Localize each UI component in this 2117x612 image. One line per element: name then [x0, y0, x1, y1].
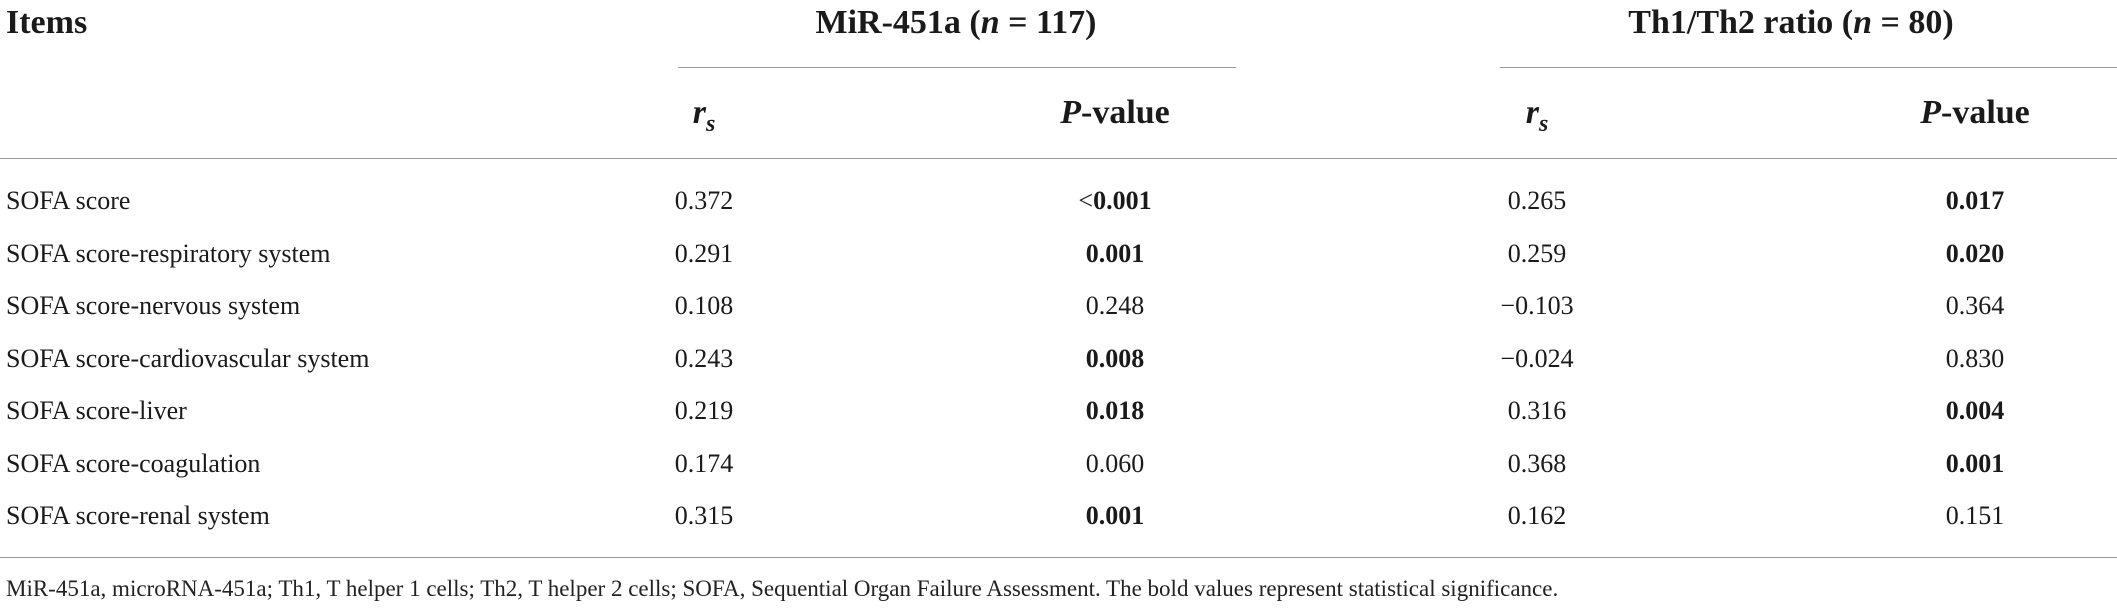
mir451a-rs-value: 0.315 [674, 501, 734, 530]
mir451a-p-value: 0.248 [1086, 291, 1145, 321]
item-label: SOFA score-renal system [6, 501, 270, 530]
p-value-number: 0.001 [1085, 501, 1145, 530]
item-label: SOFA score-cardiovascular system [6, 343, 370, 373]
th1-th2-rs-value: 0.162 [1507, 501, 1567, 530]
th1-th2-p-value: 0.020 [1945, 238, 2005, 268]
mir451a-rs-value: 0.243 [674, 343, 734, 373]
mir451a-p-value: 0.060 [1086, 449, 1145, 479]
item-label: SOFA score-liver [6, 396, 187, 425]
mir451a-rs-value: 0.291 [674, 238, 734, 268]
p-value-number: 0.060 [1085, 448, 1145, 478]
th1-th2-rs-value: −0.024 [1500, 343, 1574, 373]
th1-th2-rs-value: 0.259 [1507, 238, 1567, 268]
th1-th2-group-rule [1500, 67, 2117, 68]
mir451a-p-value: 0.008 [1086, 344, 1145, 374]
p-value-number: 0.001 [1085, 238, 1145, 268]
item-label: SOFA score-respiratory system [6, 238, 331, 268]
th1-th2-p-value: 0.830 [1945, 343, 2005, 373]
th1-th2-p-value: 0.004 [1945, 396, 2005, 425]
th1-th2-p-value: 0.151 [1945, 501, 2005, 530]
p-value-prefix: < [1078, 186, 1094, 215]
p-value-number: 0.248 [1085, 291, 1145, 320]
th1-th2-group-header: Th1/Th2 ratio (n = 80) [1628, 4, 1954, 41]
item-label: SOFA score-coagulation [6, 448, 261, 478]
table-bottom-rule [0, 557, 2117, 558]
mir451a-group-rule [678, 67, 1236, 68]
p-value-number: 0.018 [1085, 396, 1145, 425]
th1-th2-rs-value: 0.368 [1507, 448, 1567, 478]
mir451a-rs-value: 0.219 [674, 396, 734, 425]
th1-th2-p-value: 0.017 [1945, 186, 2005, 215]
mir451a-p-value: 0.001 [1086, 501, 1145, 531]
items-header: Items [6, 4, 88, 41]
p-value-number: 0.008 [1085, 343, 1145, 373]
th1-th2-p-value: 0.364 [1945, 291, 2005, 320]
th1-th2-p-header: P-value [1920, 94, 2030, 131]
p-value-number: 0.001 [1093, 186, 1152, 215]
th1-th2-rs-value: 0.316 [1507, 396, 1567, 425]
table-footnote: MiR-451a, microRNA-451a; Th1, T helper 1… [6, 576, 1559, 601]
mir451a-p-value: 0.018 [1086, 396, 1145, 426]
item-label: SOFA score [6, 186, 131, 215]
th1-th2-rs-value: −0.103 [1500, 291, 1574, 320]
th1-th2-rs-value: 0.265 [1507, 186, 1567, 215]
mir451a-rs-value: 0.372 [674, 186, 734, 215]
mir451a-p-value: 0.001 [1086, 239, 1145, 269]
mir451a-p-header: P-value [1060, 94, 1170, 131]
item-label: SOFA score-nervous system [6, 291, 301, 320]
mir451a-rs-value: 0.108 [674, 291, 734, 320]
th1-th2-rs-header: rs [1525, 94, 1549, 137]
mir451a-p-value: <0.001 [1078, 186, 1151, 216]
mir451a-group-header: MiR-451a (n = 117) [815, 4, 1097, 41]
mir451a-rs-header: rs [692, 94, 716, 137]
th1-th2-p-value: 0.001 [1945, 448, 2005, 478]
mir451a-rs-value: 0.174 [674, 448, 734, 478]
header-bottom-rule [0, 158, 2117, 159]
